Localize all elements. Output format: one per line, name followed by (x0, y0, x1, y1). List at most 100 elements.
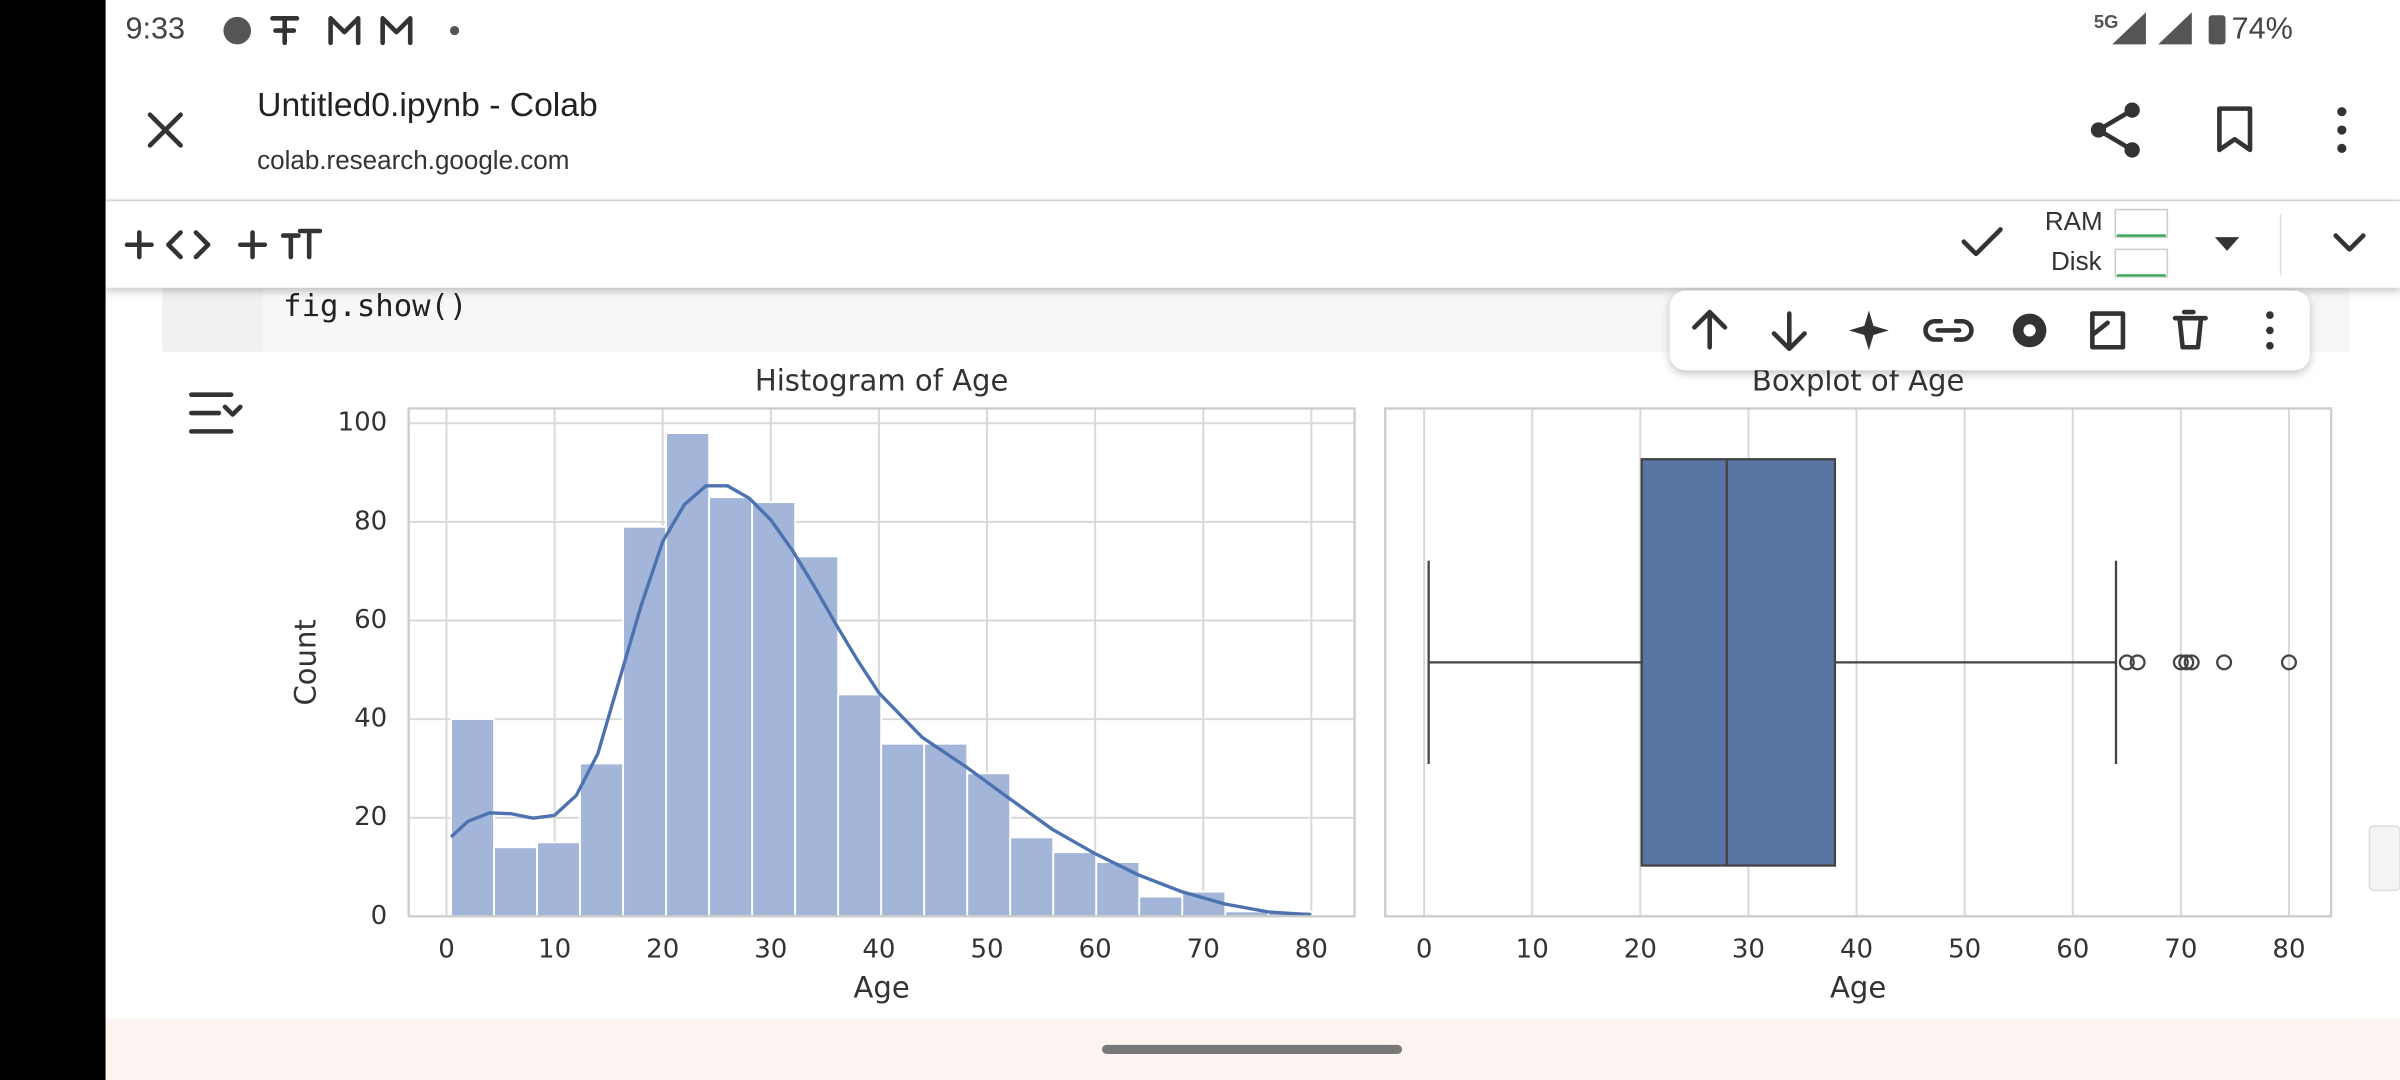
bar (1009, 836, 1055, 918)
x-axis-label: Age (854, 971, 910, 1005)
move-down-button[interactable] (1771, 311, 1807, 352)
ram-label: RAM (2045, 206, 2103, 236)
page-title: Untitled0.ipynb - Colab (257, 87, 598, 124)
bar (1095, 861, 1141, 918)
network: 5G (2094, 11, 2119, 32)
bar (880, 742, 926, 918)
add-code-button[interactable] (124, 230, 211, 260)
status-bar: 9:33 5G 74% (126, 11, 2293, 46)
bookmark-button[interactable] (2217, 106, 2253, 153)
output-icon[interactable] (189, 392, 243, 434)
bar (1052, 851, 1098, 918)
bar (579, 762, 625, 918)
notebook-toolbar (105, 201, 2400, 288)
ram-meter (2114, 208, 2169, 238)
disk-meter (2114, 248, 2169, 278)
x-tick-label: 70 (1187, 934, 1220, 964)
page-url: colab.research.google.com (257, 145, 569, 175)
mirror-button[interactable] (2090, 311, 2126, 350)
x-tick-label: 80 (1295, 934, 1328, 964)
settings-button[interactable] (2012, 313, 2047, 348)
link-button[interactable] (1923, 318, 1974, 342)
connected-check (1961, 227, 2003, 257)
notification-icon (270, 16, 300, 46)
outlier (2129, 654, 2146, 671)
x-tick-label: 50 (970, 934, 1003, 964)
left-bezel (0, 0, 106, 1080)
outlier (2183, 654, 2200, 671)
x-axis-label: Age (1830, 971, 1886, 1005)
y-axis-label: Count (289, 619, 323, 705)
outlier (2172, 654, 2189, 671)
x-tick-label: 50 (1948, 934, 1981, 964)
scrollbar[interactable] (2368, 825, 2400, 892)
axes-frame (1384, 407, 2333, 918)
resources-dropdown[interactable] (2214, 237, 2240, 251)
mail-icon (328, 16, 413, 46)
outlier (2280, 654, 2297, 671)
time: 9:33 (126, 12, 186, 46)
y-tick-label: 100 (338, 408, 388, 438)
cell-menu-button[interactable] (2266, 311, 2274, 350)
bar (622, 525, 668, 918)
kde-line (449, 484, 1312, 917)
x-tick-label: 60 (2056, 934, 2089, 964)
x-tick-label: 30 (1732, 934, 1765, 964)
x-tick-label: 20 (646, 934, 679, 964)
x-tick-label: 10 (538, 934, 571, 964)
charts: 0 10 20 30 40 50 60 70 80 Histogram of Age Age 0 20 4… (289, 363, 2333, 1005)
add-text-button[interactable] (238, 228, 323, 260)
outlier (2118, 654, 2135, 671)
delete-button[interactable] (2172, 309, 2208, 350)
bar (923, 742, 969, 918)
y-tick-label: 0 (371, 901, 388, 931)
y-tick-label: 60 (354, 605, 387, 635)
battery-icon (2208, 15, 2226, 45)
x-tick-label: 30 (754, 934, 787, 964)
outlier (2178, 654, 2195, 671)
home-indicator[interactable] (1102, 1044, 1403, 1054)
gemini-button[interactable] (1848, 310, 1889, 351)
bar (1138, 895, 1184, 918)
bar (493, 846, 538, 918)
chart-title: Histogram of Age (755, 363, 1009, 397)
x-tick-label: 0 (438, 934, 455, 964)
bar (794, 555, 840, 918)
collapse-button[interactable] (2333, 233, 2366, 252)
battery: 74% (2232, 12, 2293, 46)
code: fig.show() (283, 289, 467, 324)
browser-header: Untitled0.ipynb - Colab colab.research.g… (105, 87, 2400, 202)
bar (708, 496, 754, 918)
bar (665, 432, 711, 918)
share-button[interactable] (2090, 102, 2140, 158)
x-tick-label: 10 (1516, 934, 1549, 964)
x-tick-label: 20 (1624, 934, 1657, 964)
y-tick-label: 80 (354, 506, 387, 536)
x-tick-label: 40 (1840, 934, 1873, 964)
signal-icon (2112, 12, 2192, 45)
more-dot (450, 26, 460, 36)
cell-toolbar (1669, 290, 2310, 371)
notification-icon (223, 16, 252, 45)
y-tick-label: 40 (354, 704, 387, 734)
bar (536, 841, 582, 918)
x-tick-label: 40 (862, 934, 895, 964)
move-up-button[interactable] (1692, 309, 1728, 350)
x-tick-label: 70 (2164, 934, 2197, 964)
x-tick-label: 0 (1416, 934, 1433, 964)
toolbar-items: RAM Disk (124, 206, 2366, 278)
close-button[interactable] (147, 112, 183, 148)
y-tick-label: 20 (354, 802, 387, 832)
menu-button[interactable] (2337, 107, 2347, 153)
x-tick-label: 80 (2272, 934, 2305, 964)
axes-frame (407, 407, 1356, 918)
bar (837, 693, 883, 918)
cell-toolbar-bg (1669, 290, 2310, 371)
outlier (2216, 654, 2233, 671)
bar (751, 501, 797, 918)
disk-label: Disk (2051, 246, 2103, 276)
box (1640, 458, 1837, 867)
x-tick-label: 60 (1079, 934, 1112, 964)
